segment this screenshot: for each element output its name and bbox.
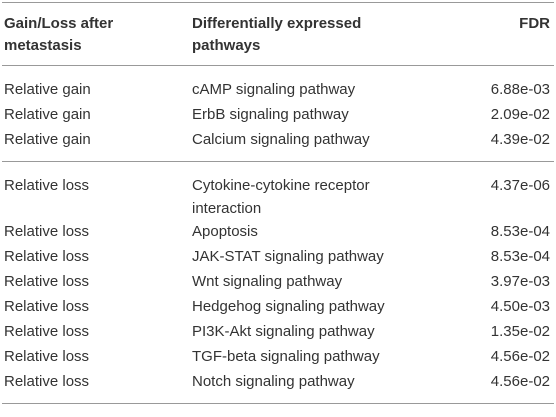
table-cell: Relative loss: [2, 320, 190, 345]
table-cell: Relative loss: [2, 295, 190, 320]
table-cell: 4.56e-02: [454, 370, 554, 404]
table-cell: 8.53e-04: [454, 245, 554, 270]
table-cell: 4.39e-02: [454, 128, 554, 162]
cell-text: Relative loss: [4, 373, 90, 390]
table-cell: Relative gain: [2, 103, 190, 128]
header-text: Gain/Loss after metastasis: [4, 15, 114, 54]
table-row: Relative loss Notch signaling pathway 4.56…: [2, 370, 554, 404]
table-row: Relative gain Calcium signaling pathway 4.…: [2, 128, 554, 162]
table-cell: Relative loss: [2, 270, 190, 295]
table-cell: 2.09e-02: [454, 103, 554, 128]
cell-text: Relative loss: [4, 298, 90, 315]
table-cell: Relative gain: [2, 128, 190, 162]
cell-text: 6.88e-03: [490, 81, 550, 98]
cell-text: Wnt signaling pathway: [192, 273, 343, 290]
table-cell: Wnt signaling pathway: [190, 270, 454, 295]
table-cell: 1.35e-02: [454, 320, 554, 345]
table-cell: Relative gain: [2, 66, 190, 104]
table-row: Relative loss JAK-STAT signaling pathway 8…: [2, 245, 554, 270]
cell-text: Relative loss: [4, 323, 90, 340]
cell-text: JAK-STAT signaling pathway: [192, 248, 384, 265]
cell-text: ErbB signaling pathway: [192, 106, 349, 123]
cell-text: 3.97e-03: [490, 273, 550, 290]
table-cell: Hedgehog signaling pathway: [190, 295, 454, 320]
cell-text: 4.39e-02: [490, 131, 550, 148]
table-cell: 3.97e-03: [454, 270, 554, 295]
row-group: Relative gain cAMP signaling pathway 6.88e…: [2, 66, 554, 162]
header-text: FDR: [519, 15, 550, 32]
table-cell: 6.88e-03: [454, 66, 554, 104]
table-cell: Relative loss: [2, 370, 190, 404]
table-cell: Apoptosis: [190, 220, 454, 245]
cell-text: 8.53e-04: [490, 248, 550, 265]
cell-text: TGF-beta signaling pathway: [192, 348, 380, 365]
table-cell: Calcium signaling pathway: [190, 128, 454, 162]
cell-text: Apoptosis: [192, 223, 258, 240]
cell-text: Relative loss: [4, 223, 90, 240]
cell-text: Relative loss: [4, 348, 90, 365]
table-row: Relative loss Hedgehog signaling pathway 4…: [2, 295, 554, 320]
table-cell: Cytokine-cytokine receptor interaction: [190, 162, 454, 221]
table-cell: PI3K-Akt signaling pathway: [190, 320, 454, 345]
cell-text: Relative gain: [4, 131, 91, 148]
table-cell: Notch signaling pathway: [190, 370, 454, 404]
table-cell: Relative loss: [2, 245, 190, 270]
cell-text: 8.53e-04: [490, 223, 550, 240]
header-row: Gain/Loss after metastasis Differentiall…: [2, 2, 554, 66]
table-cell: 8.53e-04: [454, 220, 554, 245]
table-cell: ErbB signaling pathway: [190, 103, 454, 128]
table-row: Relative loss PI3K-Akt signaling pathway 1…: [2, 320, 554, 345]
cell-text: Notch signaling pathway: [192, 373, 355, 390]
cell-text: Relative loss: [4, 177, 90, 194]
table-row: Relative loss Wnt signaling pathway 3.97e-…: [2, 270, 554, 295]
cell-text: 4.56e-02: [490, 373, 550, 390]
table-cell: 4.50e-03: [454, 295, 554, 320]
table-cell: TGF-beta signaling pathway: [190, 345, 454, 370]
table-cell: 4.56e-02: [454, 345, 554, 370]
cell-text: 1.35e-02: [490, 323, 550, 340]
table-row: Relative gain ErbB signaling pathway 2.09e…: [2, 103, 554, 128]
cell-text: Hedgehog signaling pathway: [192, 298, 385, 315]
table-row: Relative loss TGF-beta signaling pathway 4…: [2, 345, 554, 370]
table-cell: Relative loss: [2, 220, 190, 245]
table-row: Relative loss Apoptosis 8.53e-04: [2, 220, 554, 245]
table-cell: Relative loss: [2, 162, 190, 221]
cell-text: Calcium signaling pathway: [192, 131, 370, 148]
table-header: Gain/Loss after metastasis Differentiall…: [2, 2, 554, 66]
cell-text: PI3K-Akt signaling pathway: [192, 323, 375, 340]
table-cell: JAK-STAT signaling pathway: [190, 245, 454, 270]
header-cell: Differentially expressed pathways: [190, 3, 454, 66]
header-text: Differentially expressed pathways: [192, 15, 362, 54]
table-cell: 4.37e-06: [454, 162, 554, 221]
cell-text: Relative gain: [4, 106, 91, 123]
cell-text: Relative gain: [4, 81, 91, 98]
cell-text: 2.09e-02: [490, 106, 550, 123]
cell-text: 4.37e-06: [490, 177, 550, 194]
header-cell: Gain/Loss after metastasis: [2, 3, 190, 66]
cell-text: Relative loss: [4, 248, 90, 265]
cell-text: cAMP signaling pathway: [192, 81, 356, 98]
cell-text: Cytokine-cytokine receptor interaction: [192, 177, 370, 217]
data-table: Gain/Loss after metastasis Differentiall…: [2, 2, 554, 404]
cell-text: Relative loss: [4, 273, 90, 290]
header-cell: FDR: [454, 3, 554, 66]
table-cell: Relative loss: [2, 345, 190, 370]
table-cell: cAMP signaling pathway: [190, 66, 454, 104]
table-row: Relative loss Cytokine-cytokine receptor …: [2, 162, 554, 221]
cell-text: 4.56e-02: [490, 348, 550, 365]
cell-text: 4.50e-03: [490, 298, 550, 315]
table-row: Relative gain cAMP signaling pathway 6.88e…: [2, 66, 554, 104]
row-group: Relative loss Cytokine-cytokine receptor …: [2, 162, 554, 404]
